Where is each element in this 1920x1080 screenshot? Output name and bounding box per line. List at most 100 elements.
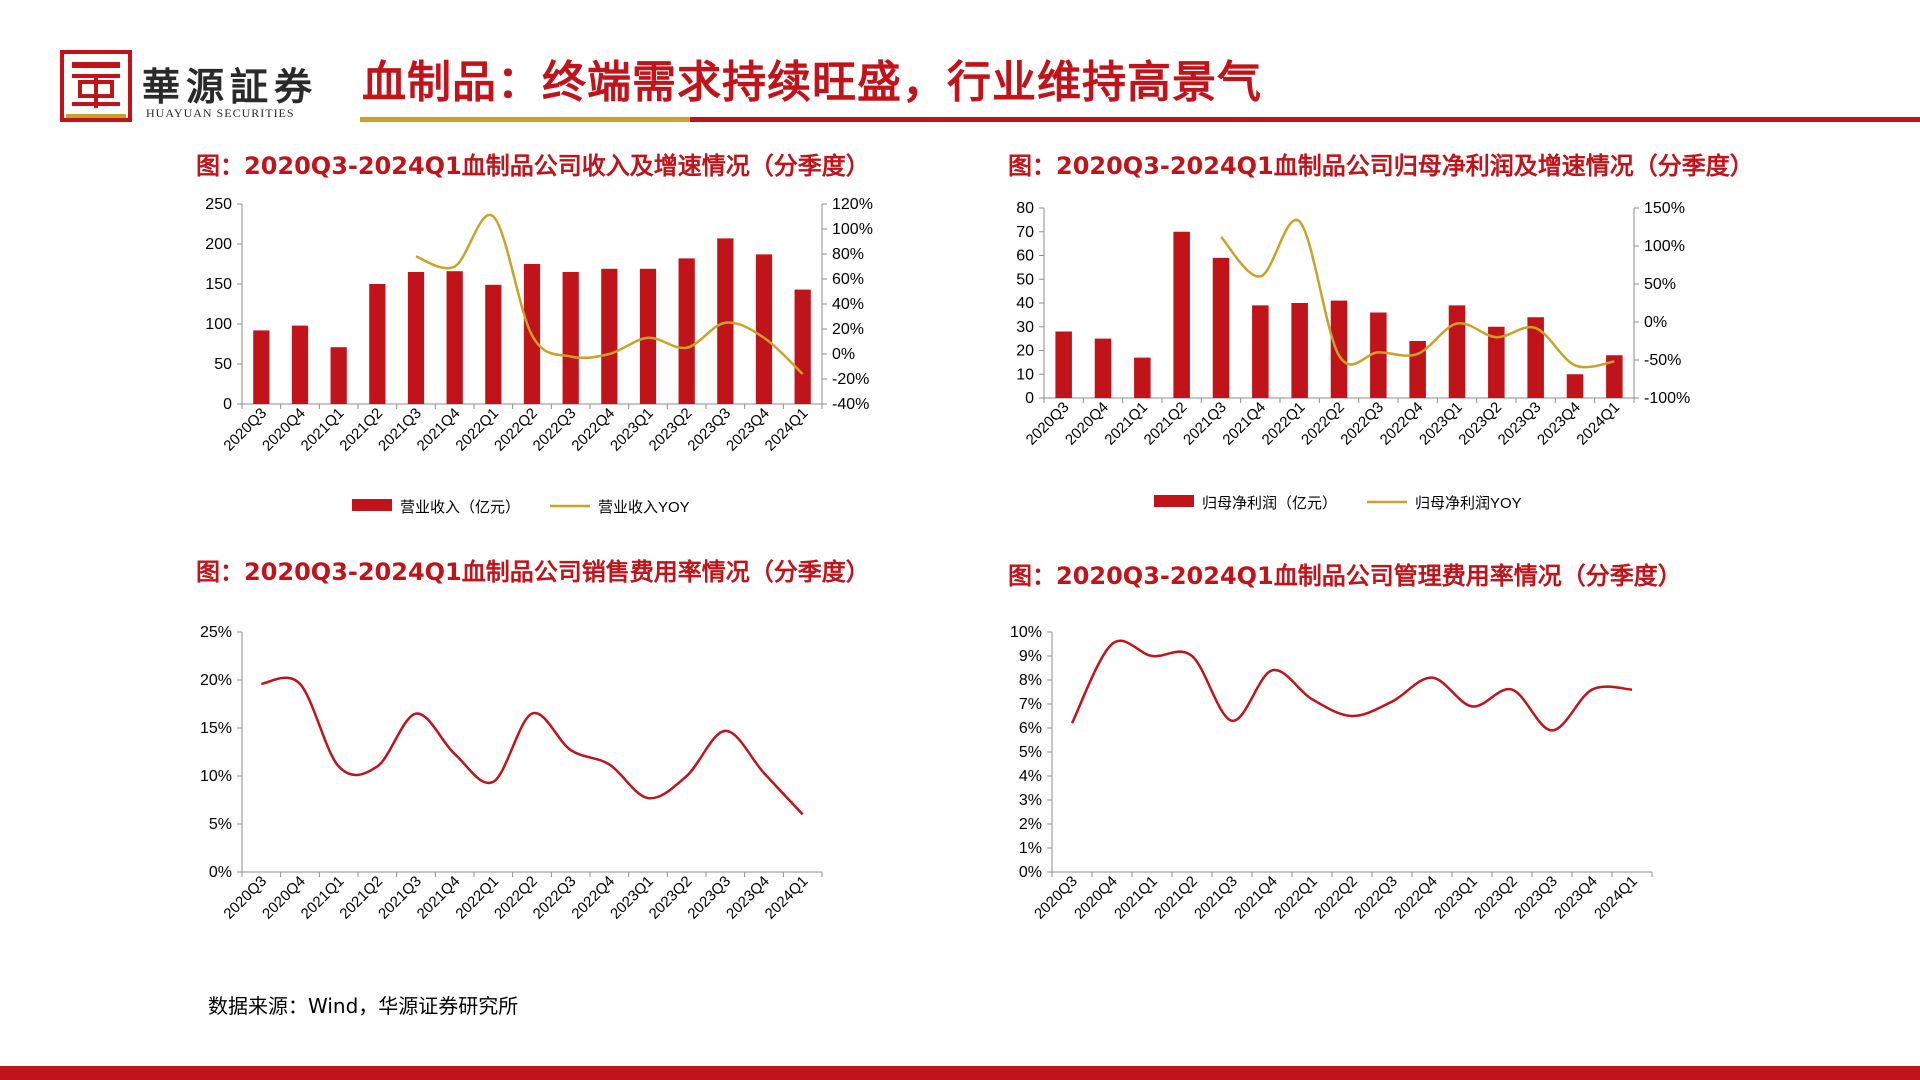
x-category-label: 2024Q1	[1591, 873, 1641, 923]
legend-label: 归母净利润YOY	[1415, 495, 1522, 512]
y-tick-label: 60	[1016, 248, 1034, 265]
y-right-tick-label: 40%	[832, 296, 864, 313]
brand-name-en: HUAYUAN SECURITIES	[146, 106, 295, 120]
bar	[1173, 231, 1190, 398]
bar	[291, 325, 309, 404]
x-category-label: 2022Q4	[1377, 399, 1427, 449]
y-tick-label: 0%	[209, 864, 232, 881]
bar	[1252, 305, 1269, 398]
y-tick-label: 7%	[1019, 696, 1042, 713]
x-category-label: 2021Q2	[1141, 399, 1191, 449]
bar	[1488, 326, 1505, 398]
y-tick-label: 10	[1016, 366, 1034, 383]
x-category-label: 2020Q4	[1071, 873, 1121, 923]
x-category-label: 2021Q3	[1180, 399, 1230, 449]
y-tick-label: 10%	[1010, 624, 1042, 641]
bar	[1606, 355, 1623, 398]
bar	[485, 284, 502, 404]
x-category-label: 2021Q2	[1151, 873, 1201, 923]
legend-label: 营业收入YOY	[598, 499, 690, 516]
y-right-tick-label: 120%	[832, 196, 873, 213]
y-tick-label: 4%	[1019, 768, 1042, 785]
bar	[1212, 257, 1230, 398]
y-tick-label: 40	[1016, 295, 1034, 312]
series-line	[261, 676, 804, 816]
x-category-label: 2023Q4	[1534, 399, 1584, 449]
bar	[639, 268, 657, 404]
y-right-tick-label: -20%	[832, 371, 869, 388]
x-category-label: 2024Q1	[762, 873, 812, 923]
y-right-tick-label: -100%	[1644, 390, 1690, 407]
y-tick-label: 2%	[1019, 816, 1042, 833]
chart-selling-expense: 0%5%10%15%20%25%2020Q32020Q42021Q12021Q2…	[200, 624, 823, 923]
x-category-label: 2024Q1	[1573, 399, 1623, 449]
x-category-label: 2022Q3	[1351, 873, 1401, 923]
y-tick-label: 25%	[200, 624, 232, 641]
y-tick-label: 3%	[1019, 792, 1042, 809]
x-category-label: 2023Q2	[1455, 399, 1505, 449]
x-category-label: 2021Q4	[1219, 399, 1269, 449]
y-right-tick-label: -40%	[832, 396, 869, 413]
bar	[369, 284, 386, 404]
y-tick-label: 1%	[1019, 840, 1042, 857]
y-tick-label: 10%	[200, 768, 232, 785]
legend-label: 营业收入（亿元）	[400, 499, 520, 516]
source-note: 数据来源：Wind，华源证券研究所	[208, 994, 519, 1018]
legend-swatch	[352, 499, 392, 511]
x-category-label: 2023Q2	[1471, 873, 1521, 923]
header-rule-gold	[360, 117, 690, 122]
chart-revenue: 0 50 100 150 200 250 -40% -20% 0% 20% 40% 60% 80% 100…	[205, 196, 873, 516]
y-right-tick-label: 50%	[1644, 276, 1676, 293]
y-tick-label: 100	[205, 316, 232, 333]
chart-profit-title: 图：2020Q3-2024Q1血制品公司归母净利润及增速情况（分季度）	[1008, 152, 1754, 180]
y-tick-label: 70	[1016, 224, 1034, 241]
y-right-tick-label: 60%	[832, 271, 864, 288]
bar	[678, 258, 695, 404]
y-tick-label: 250	[205, 196, 232, 213]
bar	[1448, 305, 1466, 398]
y-right-tick-label: 150%	[1644, 200, 1685, 217]
bar	[253, 330, 270, 404]
bar	[1527, 317, 1544, 398]
series-line	[415, 213, 804, 375]
legend-swatch	[1154, 495, 1194, 507]
logo-seal-icon	[60, 50, 132, 122]
bar	[1055, 331, 1072, 398]
chart-selling-title: 图：2020Q3-2024Q1血制品公司销售费用率情况（分季度）	[196, 558, 870, 586]
y-tick-label: 0%	[1019, 864, 1042, 881]
bar	[330, 347, 347, 404]
chart-admin-title: 图：2020Q3-2024Q1血制品公司管理费用率情况（分季度）	[1008, 562, 1682, 590]
x-category-label: 2022Q1	[1259, 399, 1309, 449]
x-category-label: 2023Q3	[1495, 399, 1545, 449]
chart-admin-expense: 0%1%2%3%4%5%6%7%8%9%10%2020Q32020Q42021Q…	[1010, 624, 1653, 923]
bar	[1291, 303, 1308, 398]
bar	[1566, 374, 1584, 398]
x-category-label: 2024Q1	[762, 405, 812, 455]
y-tick-label: 5%	[209, 816, 232, 833]
y-right-tick-label: 100%	[832, 221, 873, 238]
x-category-label: 2020Q4	[1062, 399, 1112, 449]
legend-label: 归母净利润（亿元）	[1202, 495, 1337, 512]
y-tick-label: 200	[205, 236, 232, 253]
y-right-tick-label: -50%	[1644, 352, 1681, 369]
y-tick-label: 150	[205, 276, 232, 293]
x-category-label: 2021Q4	[1231, 873, 1281, 923]
y-tick-label: 6%	[1019, 720, 1042, 737]
page-title: 血制品：终端需求持续旺盛，行业维持高景气	[362, 57, 1262, 108]
y-tick-label: 0	[223, 396, 232, 413]
y-right-tick-label: 20%	[832, 321, 864, 338]
x-category-label: 2022Q1	[1271, 873, 1321, 923]
x-category-label: 2022Q2	[1311, 873, 1361, 923]
x-category-label: 2022Q2	[1298, 399, 1348, 449]
brand-name: 華源証券	[142, 64, 319, 109]
header-rule-red	[690, 117, 1920, 122]
bar	[601, 268, 618, 404]
series-line	[1220, 218, 1615, 369]
x-category-label: 2021Q1	[1111, 873, 1161, 923]
bar	[1134, 357, 1151, 398]
y-tick-label: 80	[1016, 200, 1034, 217]
y-right-tick-label: 80%	[832, 246, 864, 263]
y-tick-label: 30	[1016, 319, 1034, 336]
chart-revenue-title: 图：2020Q3-2024Q1血制品公司收入及增速情况（分季度）	[196, 152, 870, 180]
y-tick-label: 15%	[200, 720, 232, 737]
